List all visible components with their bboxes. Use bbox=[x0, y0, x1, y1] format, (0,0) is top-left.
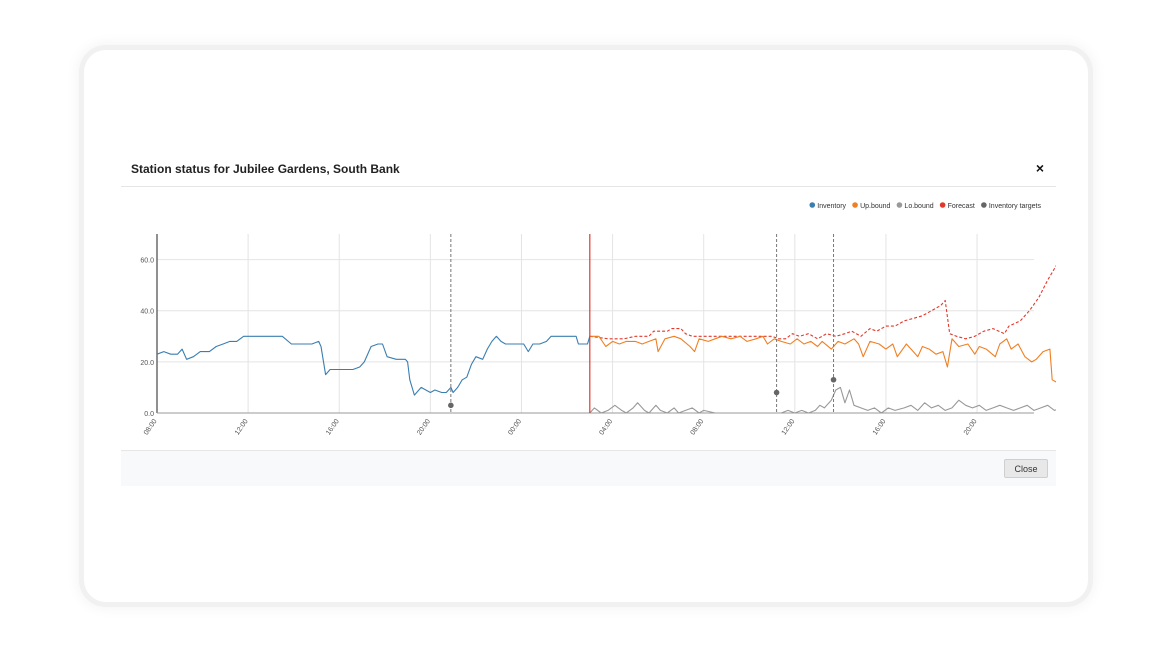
chart-axes: 0.0 20.0 40.0 60.0 08:00 12:00 16:00 20:00 00:00… bbox=[140, 234, 1034, 437]
legend-label: Lo.bound bbox=[904, 203, 933, 210]
station-status-chart: Inventory targets Forecast Lo.bound Up.boun… bbox=[140, 202, 1172, 437]
x-tick-label: 20:00 bbox=[416, 418, 432, 436]
chart-area: Inventory targets Forecast Lo.bound Up.boun… bbox=[121, 187, 1172, 450]
x-tick-label: 08:00 bbox=[143, 418, 159, 436]
modal-header: Station status for Jubilee Gardens, Sout… bbox=[121, 152, 1056, 187]
legend-label: Inventory bbox=[817, 203, 846, 210]
x-tick-label: 20:00 bbox=[963, 418, 979, 436]
station-status-modal: Station status for Jubilee Gardens, Sout… bbox=[121, 152, 1172, 486]
series-forecast-line bbox=[589, 225, 1172, 340]
y-tick-label: 60.0 bbox=[140, 258, 154, 265]
series-up_bound-line bbox=[589, 335, 1172, 383]
chart-grid bbox=[156, 234, 1034, 414]
y-tick-label: 0.0 bbox=[144, 411, 154, 418]
x-tick-label: 12:00 bbox=[781, 418, 797, 436]
close-icon[interactable]: × bbox=[1035, 160, 1044, 176]
x-tick-label: 12:00 bbox=[234, 418, 250, 436]
x-tick-label: 16:00 bbox=[872, 418, 888, 436]
legend-dot bbox=[896, 202, 903, 208]
close-button[interactable]: Close bbox=[1004, 459, 1048, 478]
legend-dot bbox=[852, 202, 858, 208]
modal-title: Station status for Jubilee Gardens, Sout… bbox=[131, 162, 400, 176]
inventory-target-point bbox=[773, 389, 780, 396]
x-tick-label: 16:00 bbox=[325, 418, 341, 436]
legend-dot bbox=[981, 202, 987, 208]
legend-label: Inventory targets bbox=[989, 203, 1042, 210]
chart-series bbox=[156, 225, 1172, 414]
y-tick-label: 20.0 bbox=[140, 360, 154, 367]
inventory-target-point bbox=[448, 402, 454, 409]
x-tick-label: 08:00 bbox=[690, 418, 706, 436]
legend-dot bbox=[939, 202, 946, 208]
chart-legend: Inventory targets Forecast Lo.bound Up.boun… bbox=[809, 202, 1041, 210]
series-lo_bound-line bbox=[589, 386, 1172, 414]
x-tick-label: 00:00 bbox=[507, 418, 523, 436]
chart-markers bbox=[448, 234, 837, 413]
modal-footer: Close bbox=[121, 450, 1056, 486]
y-tick-label: 40.0 bbox=[140, 309, 154, 316]
legend-dot bbox=[809, 202, 816, 208]
legend-label: Up.bound bbox=[860, 203, 890, 210]
legend-label: Forecast bbox=[948, 203, 975, 210]
series-inventory-line bbox=[156, 335, 591, 396]
x-tick-label: 04:00 bbox=[598, 418, 614, 436]
inventory-target-point bbox=[830, 376, 837, 383]
